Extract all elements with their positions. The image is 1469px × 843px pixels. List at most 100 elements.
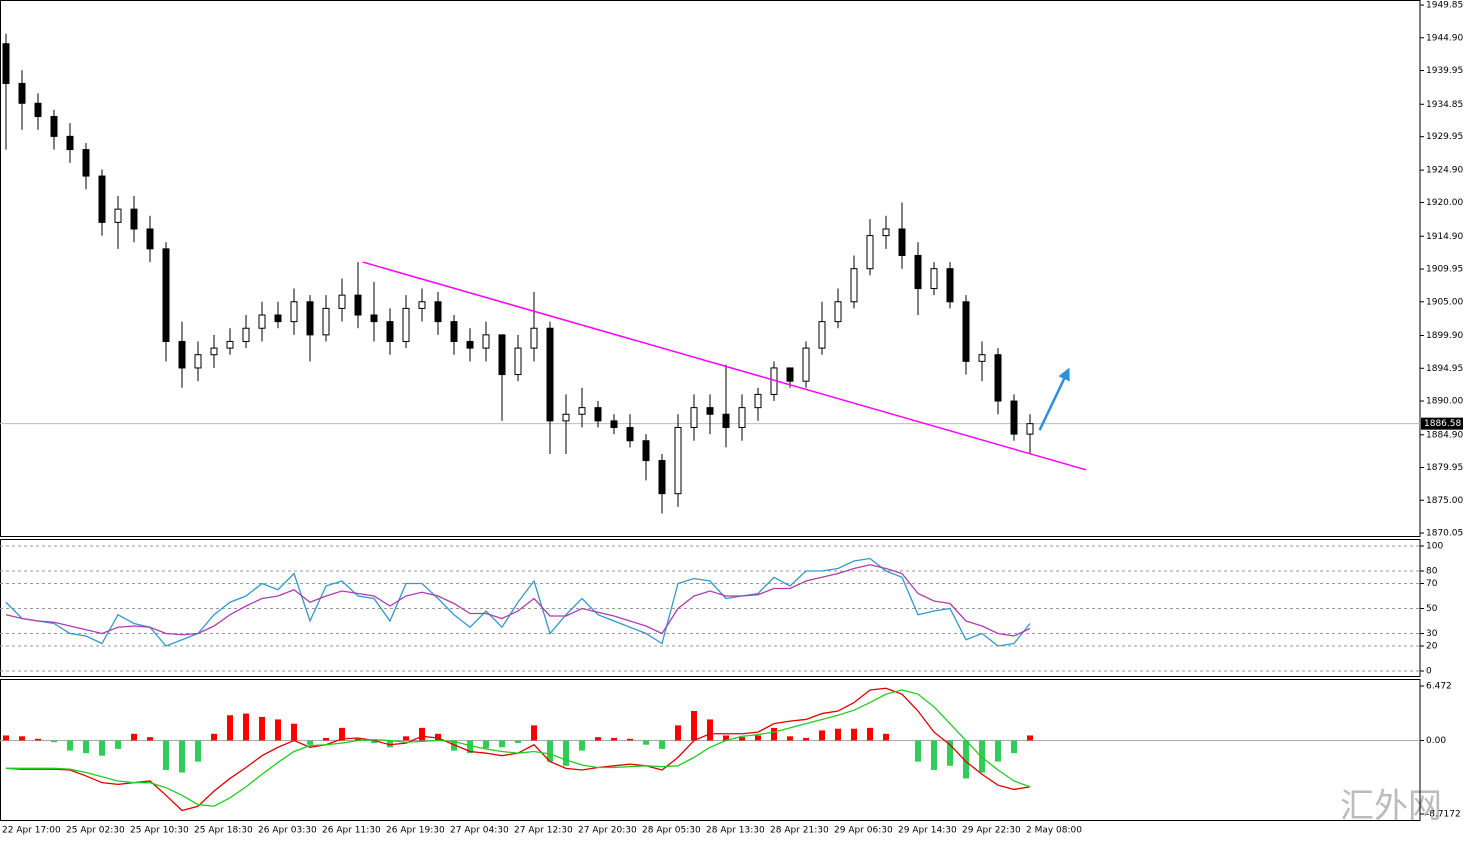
candle-body (274, 314, 282, 323)
x-tick-label: 28 Apr 05:30 (642, 826, 701, 836)
histogram-bar (755, 735, 761, 741)
x-tick-label: 2 May 08:00 (1026, 826, 1082, 836)
histogram-bar (499, 740, 505, 748)
histogram-bar (915, 740, 921, 762)
last-price-label: 1886.58 (1424, 419, 1461, 429)
x-tick-label: 25 Apr 10:30 (130, 826, 189, 836)
candle-body (690, 407, 698, 428)
histogram-bar (595, 737, 601, 741)
histogram-bar (819, 730, 825, 741)
histogram-bar (227, 715, 233, 741)
histogram-bar (243, 713, 249, 741)
arrow (1038, 367, 1070, 431)
candle-body (178, 340, 186, 369)
histogram-bar (851, 728, 857, 741)
candle-body (2, 43, 10, 84)
candle-body (786, 367, 794, 382)
candle-body (946, 268, 954, 303)
y-tick-label: 80 (1426, 567, 1438, 577)
histogram-bar (963, 740, 969, 779)
histogram-bar (611, 737, 617, 741)
y-tick-label: 50 (1426, 604, 1438, 614)
histogram-bar (947, 740, 953, 766)
x-tick-label: 28 Apr 13:30 (706, 826, 765, 836)
candle-body (306, 301, 314, 336)
histogram-bar (995, 740, 1001, 762)
x-tick-label: 27 Apr 12:30 (514, 826, 573, 836)
candle-body (226, 340, 234, 349)
candle-body (354, 294, 362, 316)
candle-body (50, 116, 58, 137)
x-tick-label: 26 Apr 11:30 (322, 826, 381, 836)
histogram-bar (659, 740, 665, 749)
candle-body (210, 347, 218, 356)
histogram-bar (739, 737, 745, 741)
y-tick-label: 1920.00 (1426, 198, 1463, 208)
candle-body (1010, 400, 1018, 435)
histogram-bar (643, 740, 649, 745)
y-tick-label: 1914.90 (1426, 232, 1463, 242)
y-tick-label: 1870.05 (1426, 529, 1463, 539)
rsi-line (5, 564, 1031, 637)
candle-body (338, 294, 346, 309)
histogram-bar (707, 719, 713, 741)
y-tick-label: 1939.95 (1426, 66, 1463, 76)
y-tick-label: 70 (1426, 579, 1438, 589)
panel-frame (0, 679, 1421, 821)
candle-body (98, 175, 106, 223)
histogram-bar (723, 735, 729, 741)
candle-body (258, 314, 266, 329)
y-tick-label: 1934.85 (1426, 100, 1463, 110)
histogram-bar (451, 740, 457, 751)
histogram-bar (579, 740, 585, 751)
histogram-bar (131, 733, 137, 741)
histogram-bar (547, 740, 553, 762)
candle-body (706, 407, 714, 415)
histogram-bar (627, 738, 633, 741)
y-tick-label: 1890.00 (1426, 397, 1463, 407)
candle-body (802, 347, 810, 382)
candle-body (962, 301, 970, 362)
candle-body (546, 327, 554, 422)
x-tick-label: 27 Apr 20:30 (578, 826, 637, 836)
histogram-bar (99, 740, 105, 756)
y-tick-label: 0.00 (1426, 736, 1446, 746)
y-tick-label: 6.472 (1426, 681, 1452, 691)
histogram-bar (387, 740, 393, 748)
histogram-bar (51, 740, 57, 743)
candle-body (866, 235, 874, 270)
histogram-bar (691, 711, 697, 741)
y-tick-label: 1884.90 (1426, 430, 1463, 440)
candle-body (66, 135, 74, 151)
rsi-line (5, 557, 1031, 647)
candle-body (1026, 423, 1034, 435)
y-tick-label: 30 (1426, 629, 1438, 639)
y-tick-label: 1875.00 (1426, 496, 1463, 506)
y-tick-label: 1944.90 (1426, 33, 1463, 43)
y-tick-label: 1879.95 (1426, 463, 1463, 473)
candle-body (370, 314, 378, 323)
watermark: 汇外网 (1340, 787, 1442, 827)
candle-body (834, 301, 842, 323)
candle-body (562, 413, 570, 422)
histogram-bar (483, 740, 489, 749)
y-tick-label: 1929.95 (1426, 132, 1463, 142)
candle-body (322, 307, 330, 336)
x-tick-label: 29 Apr 14:30 (898, 826, 957, 836)
panel-frame (0, 0, 1421, 537)
histogram-bar (83, 740, 89, 754)
candle-body (290, 301, 298, 323)
histogram-bar (867, 727, 873, 741)
candle-body (450, 321, 458, 342)
histogram-bar (803, 737, 809, 741)
candle-body (994, 354, 1002, 402)
x-tick-label: 26 Apr 19:30 (386, 826, 445, 836)
histogram-bar (1027, 735, 1033, 741)
candle-body (738, 407, 746, 428)
y-tick-label: 1924.90 (1426, 166, 1463, 176)
candle-body (386, 321, 394, 342)
histogram-bar (211, 733, 217, 741)
candle-body (82, 149, 90, 177)
candle-body (754, 393, 762, 409)
